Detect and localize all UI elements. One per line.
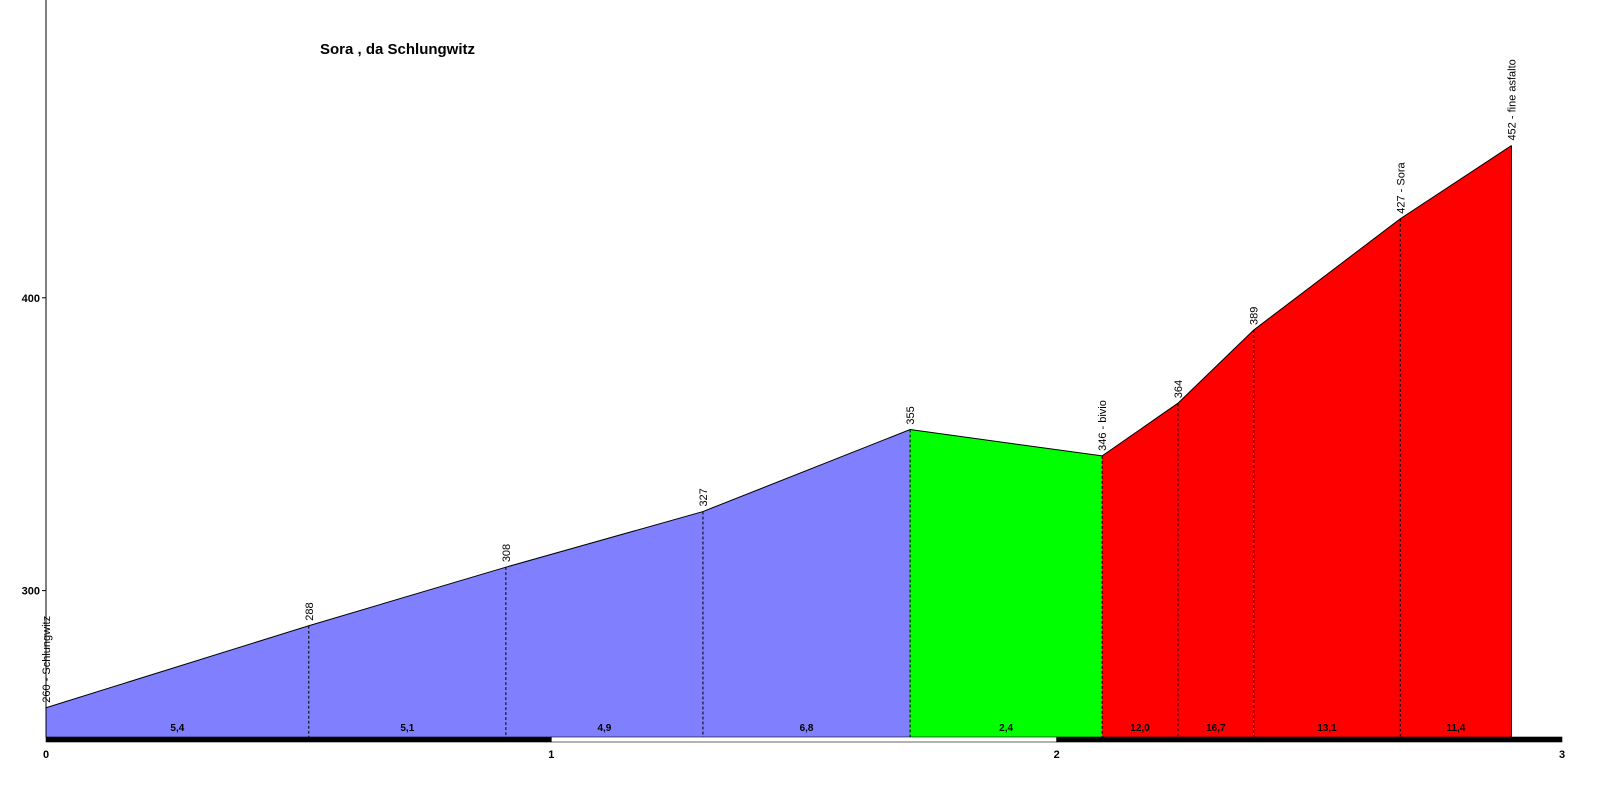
axes (42, 0, 1563, 743)
x-axis-bar (45, 736, 552, 743)
x-tick-label: 0 (43, 749, 49, 761)
point-label: 452 - fine asfalto (1506, 59, 1518, 140)
segment-fill (1253, 218, 1401, 737)
profile-outline (45, 145, 1512, 737)
x-tick-label: 3 (1559, 749, 1565, 761)
segment-gradient-label: 6,8 (800, 723, 814, 734)
segment-fill (1177, 330, 1254, 737)
segment-fill (46, 625, 309, 737)
point-label: 346 - bivio (1097, 400, 1109, 451)
segment-gradient-label: 13,1 (1317, 723, 1337, 734)
segment-fill (702, 429, 911, 737)
segment-fill (910, 429, 1103, 737)
segment-fill (505, 511, 703, 737)
segment-gradient-label: 5,1 (400, 723, 414, 734)
x-tick-label: 2 (1054, 749, 1060, 761)
point-label: 364 (1173, 380, 1185, 398)
point-label: 355 (905, 406, 917, 424)
point-label: 308 (501, 544, 513, 562)
segment-gradient-label: 11,4 (1446, 723, 1465, 734)
x-tick-label: 1 (548, 749, 554, 761)
segment-gradient-label: 4,9 (597, 723, 611, 734)
point-label: 260 - Schlungwitz (41, 616, 53, 703)
point-label: 389 (1249, 307, 1261, 325)
point-label: 427 - Sora (1395, 161, 1407, 213)
chart-title: Sora , da Schlungwitz (320, 41, 475, 58)
point-label: 288 (304, 602, 316, 620)
point-label: 327 (698, 488, 710, 506)
segment-dividers (308, 218, 1401, 737)
x-axis-bar (551, 736, 1057, 743)
segment-fill (1102, 403, 1178, 737)
segment-gradient-label: 5,4 (170, 723, 184, 734)
segment-gradient-label: 12,0 (1130, 723, 1150, 734)
y-tick-label: 400 (22, 293, 40, 305)
segment-fills (46, 145, 1512, 737)
segment-fill (308, 567, 506, 737)
segment-gradient-label: 16,7 (1206, 723, 1226, 734)
segment-fill (1400, 145, 1512, 737)
labels: 5,4 5,1 4,9 6,8 2,4 12,0 16,7 13,1 11,4 260 - Sch… (22, 59, 1565, 761)
y-tick-label: 300 (22, 586, 40, 598)
x-axis-bar (1056, 736, 1563, 743)
segment-gradient-label: 2,4 (999, 723, 1013, 734)
profile-line (45, 145, 1512, 709)
